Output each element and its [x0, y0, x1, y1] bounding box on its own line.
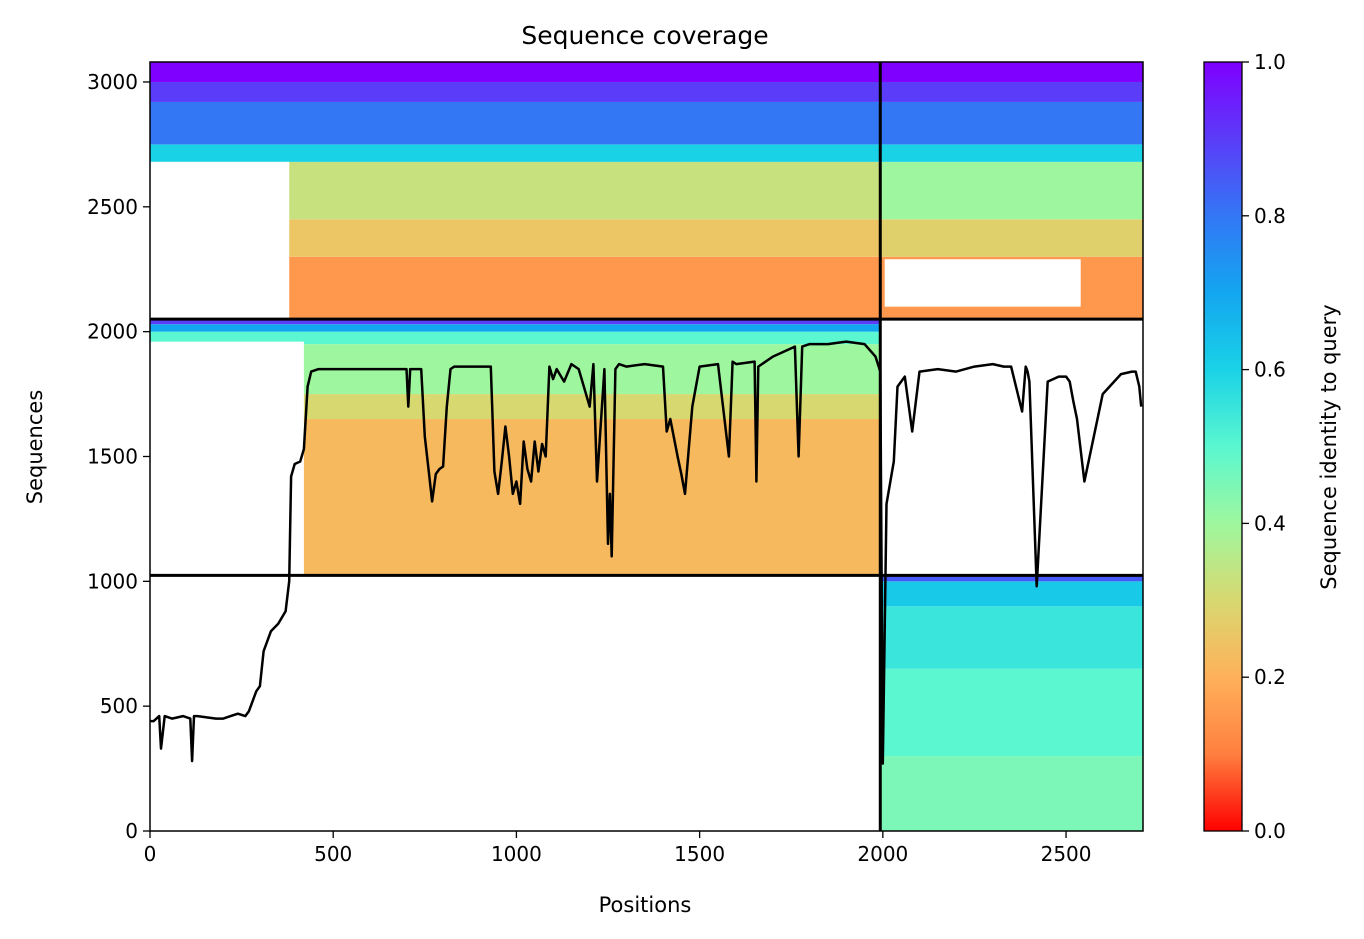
x-axis-label: Positions — [599, 893, 692, 917]
identity-band — [150, 81, 881, 102]
identity-band — [150, 331, 881, 345]
plot-frame — [149, 61, 1144, 832]
y-tick-label: 1500 — [87, 444, 138, 468]
uncovered-region — [884, 259, 1081, 307]
identity-band — [880, 575, 1143, 582]
uncovered-regions — [150, 161, 1081, 576]
colorbar-tick-label: 0.2 — [1254, 665, 1286, 689]
y-axis-label: Sequences — [23, 390, 47, 505]
identity-band — [880, 756, 1143, 831]
identity-band — [880, 101, 1143, 145]
colorbar-tick-label: 0.0 — [1254, 819, 1286, 843]
x-tick-label: 1500 — [674, 842, 725, 866]
chart-title: Sequence coverage — [521, 21, 768, 50]
uncovered-region — [150, 341, 304, 576]
identity-band — [150, 101, 881, 145]
identity-band — [880, 606, 1143, 669]
identity-band — [880, 668, 1143, 757]
coverage-block-4 — [880, 575, 1143, 831]
plot-area — [149, 61, 1144, 832]
colorbar: 0.0 0.2 0.4 0.6 0.8 1.0 — [1203, 50, 1286, 843]
y-tick-label: 3000 — [87, 70, 138, 94]
colorbar-gradient — [1203, 61, 1243, 832]
x-tick-label: 0 — [144, 842, 157, 866]
y-tick-label: 500 — [100, 694, 138, 718]
x-tick-label: 1000 — [491, 842, 542, 866]
y-tick-label: 1000 — [87, 569, 138, 593]
x-tick-label: 500 — [314, 842, 352, 866]
colorbar-tick-label: 0.6 — [1254, 358, 1286, 382]
colorbar-tick-label: 0.4 — [1254, 511, 1286, 535]
y-axis: 0 500 1000 1500 2000 2500 3000 — [87, 70, 150, 843]
y-tick-label: 2500 — [87, 195, 138, 219]
y-tick-label: 0 — [125, 819, 138, 843]
x-tick-label: 2500 — [1041, 842, 1092, 866]
identity-band — [880, 81, 1143, 102]
x-tick-label: 2000 — [857, 842, 908, 866]
identity-band — [150, 319, 881, 325]
identity-band — [880, 144, 1143, 162]
uncovered-region — [150, 161, 290, 320]
coverage-line — [150, 340, 1143, 765]
identity-band — [880, 62, 1143, 82]
identity-band — [150, 144, 881, 162]
identity-band — [150, 324, 881, 332]
colorbar-tick-label: 1.0 — [1254, 50, 1286, 74]
y-tick-label: 2000 — [87, 320, 138, 344]
identity-band — [880, 161, 1143, 220]
colorbar-tick-label: 0.8 — [1254, 204, 1286, 228]
coverage-block-1 — [150, 62, 881, 320]
colorbar-label: Sequence identity to query — [1317, 304, 1341, 589]
identity-band — [880, 219, 1143, 257]
identity-band — [150, 62, 881, 82]
identity-band — [880, 581, 1143, 607]
x-axis: 0 500 1000 1500 2000 2500 — [144, 831, 1092, 866]
